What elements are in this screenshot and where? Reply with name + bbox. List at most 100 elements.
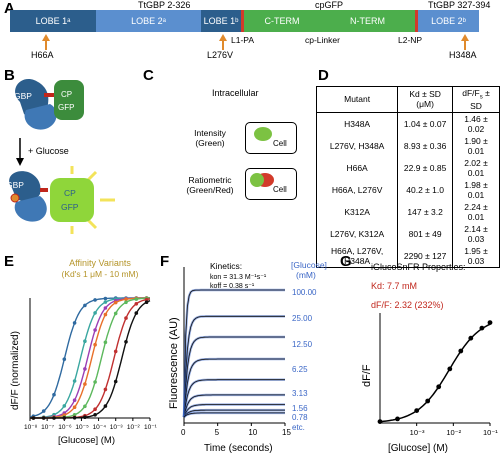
x-tick-label: 10⁻² [446,428,461,437]
kinetic-fit [183,379,285,418]
table-cell: 2.02 ± 0.01 [464,157,488,178]
conc-label: 0.78 [292,413,308,422]
data-point [41,416,46,420]
panel-label-g: G [340,253,352,270]
table-cell: 801 ± 49 [397,222,454,245]
kinetics-title: Kinetics: [210,261,242,271]
data-point [83,367,87,371]
conc-label: 25.00 [292,314,313,323]
table-cell: 2.14 ± 0.03 [464,223,488,244]
cell-box-intensity: Cell [245,122,297,154]
table-cell: 40.2 ± 1.0 [397,178,454,201]
series-line [30,298,151,419]
conc-label: 1.56 [292,404,308,413]
arrow-stem [222,40,224,50]
kon-text: kon = 31.3 M⁻¹s⁻¹ [210,274,267,281]
th-dff-sub: s [479,94,483,101]
x-tick-label: 10⁻² [127,424,141,431]
data-point [113,311,118,316]
table-cell: 1.98 ± 0.01 [464,179,488,200]
data-point [72,321,77,325]
data-point [124,340,128,344]
data-point [93,328,97,332]
x-tick-label: 10 [248,428,257,437]
kd-table-frame: Mutant Kd ± SD (μM) dF/Fs ± SD H348A 1.04… [316,86,500,268]
mutation-arrow-icon [461,34,469,41]
data-point [83,404,87,409]
kinetic-trace [182,315,285,418]
green-fluor-blob [254,127,272,141]
table-cell: 1.04 ± 0.07 [397,112,454,135]
domain-segment-label: LOBE 2 [131,16,163,26]
data-point [124,297,128,301]
kinetic-fit [183,404,285,418]
kinetic-fit [183,289,285,418]
th-mutant: Mutant [317,87,399,113]
data-point [458,348,464,354]
fit-curve [379,323,491,423]
arrow-stem [464,40,466,50]
x-tick-label: 10⁻⁴ [93,424,107,431]
green-fluor-blob [250,173,264,187]
data-point [72,416,77,420]
table-cell: 22.9 ± 0.85 [397,156,454,179]
intensity-label: Intensity (Green) [194,128,226,148]
data-point [479,325,485,331]
table-row: L276V, K312A 801 ± 49 2.14 ± 0.03 [317,222,499,245]
data-point [83,303,87,308]
x-tick-label: 10⁻³ [110,424,124,431]
x-tick-label: 10⁻⁷ [41,424,55,431]
data-point [113,379,118,384]
data-point [83,382,87,386]
x-tick-label: 5 [215,428,220,437]
conc-header: [Glucose] [291,260,327,270]
x-tick-label: 10⁻¹ [483,428,498,437]
table-cell: L276V, K312A [317,222,399,245]
x-tick-label: 0 [181,428,186,437]
data-point [134,302,139,306]
table-cell: H348A [317,112,399,135]
cell-box-ratiometric: Cell [245,168,297,200]
data-point [103,387,108,392]
data-point [134,297,139,301]
conc-label: 3.13 [292,389,308,398]
panel-label-c: C [143,67,154,84]
table-cell: 8.93 ± 0.36 [397,134,454,157]
table-cell: H66A [317,156,399,179]
table-row: H348A 1.04 ± 0.07 1.46 ± 0.02 [317,112,499,135]
th-dff-text: dF/F [462,88,480,98]
table-cell: K312A [317,200,399,223]
data-point [93,407,97,411]
arrow-stem [45,40,47,50]
linker-l2-label: L2-NP [398,35,423,45]
data-point [134,311,139,315]
linker-l2-mark [415,10,418,32]
conc-label: 12.50 [292,340,313,349]
linker-cp-label: cp-Linker [305,35,340,45]
gbp-lobe-bottom [24,104,57,130]
data-point [103,300,108,304]
data-point [62,416,67,420]
cp-text-bound: CP [64,188,76,198]
gbp-lobe-top-bound [9,171,41,202]
down-arrow-icon [16,158,24,166]
y-axis-label: Fluorescence (AU) [168,317,180,409]
x-axis-label: [Glucose] (M) [58,435,115,446]
properties-title: iGlucoSnFR Properties: [371,262,466,272]
domain-segment-label: LOBE 1 [35,16,68,26]
kinetic-fit [183,394,285,418]
data-point [468,335,474,341]
conc-label: 100.00 [292,288,317,297]
table-cell: 2.24 ± 0.01 [464,201,488,222]
linker-l1-label: L1-PA [231,35,254,45]
data-point [124,300,128,305]
domain-segment-sub: b [235,18,239,24]
data-point [41,409,46,413]
table-row: K312A 147 ± 3.2 2.24 ± 0.01 [317,200,499,223]
kd-table: Mutant Kd ± SD (μM) dF/Fs ± SD H348A 1.04… [317,87,499,267]
data-point [103,404,108,408]
glucose-molecule-icon [10,193,20,203]
data-point [93,298,97,302]
data-point [395,416,400,422]
series-line [30,297,151,419]
